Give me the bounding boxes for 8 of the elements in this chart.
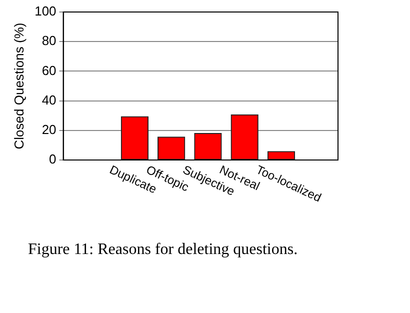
y-axis-title: Closed Questions (%)	[11, 22, 26, 150]
y-tick-label: 100	[34, 4, 56, 19]
caption: Figure 11: Reasons for deleting questions.	[28, 240, 299, 260]
y-tick-label: 60	[42, 62, 56, 78]
y-tick-label: 40	[42, 92, 56, 108]
y-tick-label: 20	[42, 122, 56, 137]
y-tick-label: 0	[49, 152, 56, 167]
y-tick-label: 80	[42, 33, 56, 48]
